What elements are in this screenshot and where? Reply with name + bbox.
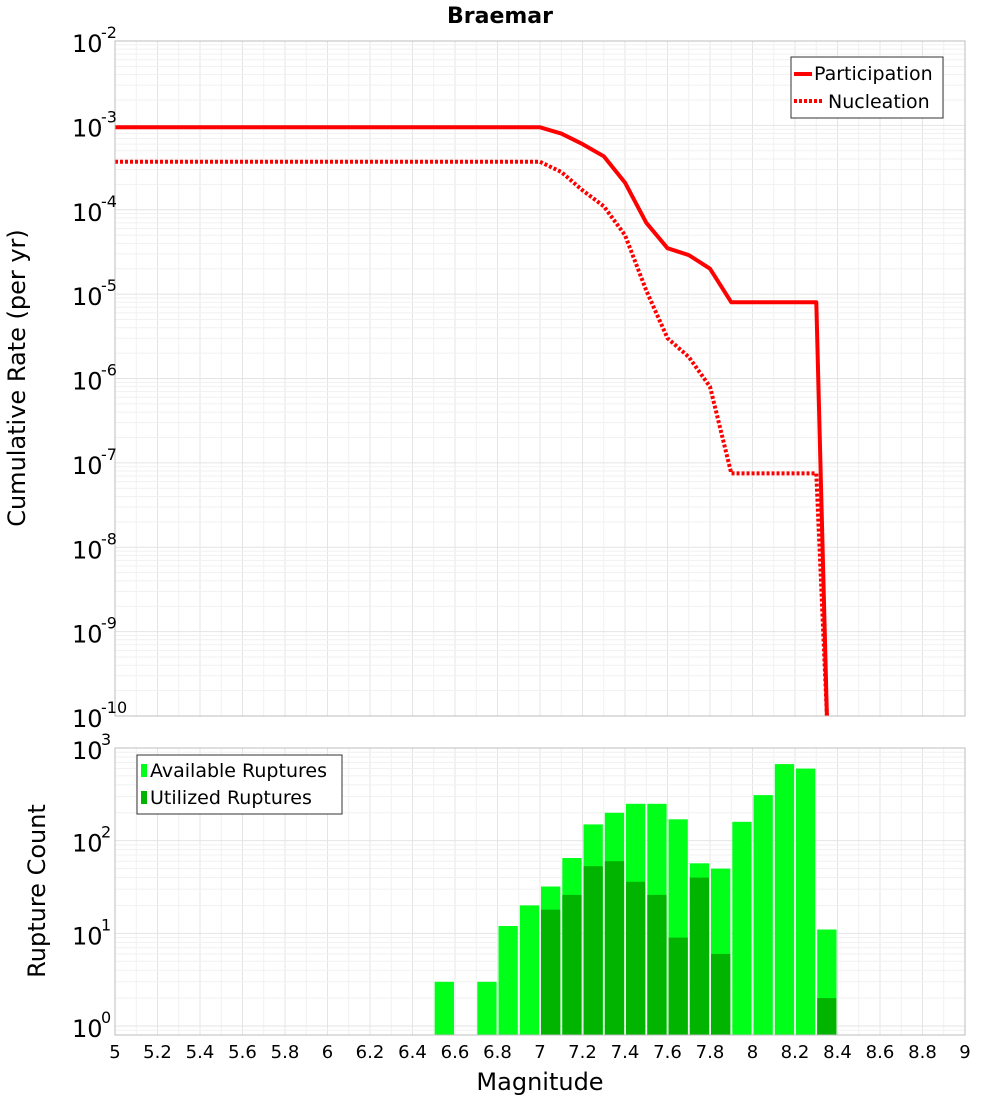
- legend-box-top: [790, 56, 944, 119]
- available-rupture-bar: [519, 905, 540, 1035]
- rupture-bars: [434, 764, 837, 1035]
- y-tick-exponent-bottom: 2: [101, 823, 111, 842]
- legend-label-nucleation: Nucleation: [828, 91, 930, 113]
- y-tick-exponent-bottom: 3: [101, 730, 111, 749]
- y-tick-label-bottom: 10: [72, 830, 103, 858]
- y-tick-exponent-bottom: 1: [101, 915, 111, 934]
- x-axis-title: Magnitude: [476, 1068, 603, 1096]
- x-tick-label: 6: [322, 1042, 333, 1063]
- available-rupture-bar: [796, 768, 816, 1035]
- y-tick-exponent-top: -5: [101, 276, 117, 295]
- participation-line: [115, 125, 829, 717]
- x-tick-label: 6.8: [483, 1042, 512, 1063]
- cumulative-rate-panel: 10-210-310-410-510-610-710-810-910-10 Cu…: [3, 23, 966, 733]
- available-rupture-bar: [477, 981, 497, 1035]
- x-tick-label: 7: [534, 1042, 545, 1063]
- x-tick-label: 8: [747, 1042, 758, 1063]
- x-tick-label: 5.8: [271, 1042, 300, 1063]
- y-axis-title-bottom: Rupture Count: [23, 804, 51, 978]
- y-tick-exponent-top: -10: [101, 698, 127, 717]
- y-tick-label-bottom: 10: [72, 737, 103, 765]
- utilized-rupture-bar: [817, 998, 837, 1035]
- y-tick-exponent-top: -4: [101, 192, 117, 211]
- nucleation-line: [115, 159, 829, 717]
- x-ticks: 5 5.2 5.4 5.6 5.8 6 6.2 6.4 6.6 6.8 7 7.2 7.4 7.6 7.8 8…: [109, 1042, 970, 1063]
- legend-bottom: Available Ruptures Utilized Ruptures: [136, 754, 343, 815]
- legend-label-available: Available Ruptures: [150, 760, 327, 782]
- y-tick-label-top: 10: [72, 114, 103, 142]
- x-tick-label: 7.6: [653, 1042, 682, 1063]
- y-tick-exponent-top: -8: [101, 529, 117, 548]
- y-tick-exponent-top: -9: [101, 614, 117, 633]
- x-tick-label: 5.4: [186, 1042, 215, 1063]
- utilized-rupture-bar: [626, 881, 646, 1035]
- x-tick-label: 6.4: [398, 1042, 427, 1063]
- frame-top: [114, 40, 966, 717]
- y-tick-label-top: 10: [72, 621, 103, 649]
- x-tick-label: 7.8: [696, 1042, 725, 1063]
- x-tick-label: 8.4: [823, 1042, 852, 1063]
- x-tick-label: 9: [959, 1042, 970, 1063]
- chart-title: Braemar: [447, 4, 553, 29]
- x-tick-label: 5: [109, 1042, 120, 1063]
- rate-lines: [115, 125, 829, 717]
- utilized-rupture-bar: [583, 866, 603, 1035]
- utilized-rupture-bar: [604, 861, 625, 1035]
- legend-label-utilized: Utilized Ruptures: [150, 787, 312, 809]
- legend-top: Participation Nucleation: [790, 56, 944, 119]
- legend-swatch-available: [141, 764, 147, 777]
- available-rupture-bar: [753, 795, 773, 1035]
- y-tick-exponent-top: -3: [101, 107, 117, 126]
- utilized-rupture-bar: [668, 937, 688, 1035]
- legend-label-participation: Participation: [814, 63, 933, 85]
- available-rupture-bar: [774, 764, 795, 1035]
- y-tick-label-top: 10: [72, 283, 103, 311]
- y-axis-title-top: Cumulative Rate (per yr): [3, 229, 31, 527]
- y-tick-label-top: 10: [72, 536, 103, 564]
- x-tick-label: 6.2: [356, 1042, 385, 1063]
- x-tick-label: 5.6: [228, 1042, 257, 1063]
- utilized-rupture-bar: [562, 894, 582, 1035]
- legend-box-bottom: [136, 754, 343, 815]
- available-rupture-bar: [732, 821, 752, 1035]
- y-tick-exponent-top: -7: [101, 445, 117, 464]
- y-tick-label-top: 10: [72, 705, 103, 733]
- y-ticks-top: 10-210-310-410-510-610-710-810-910-10: [72, 23, 127, 733]
- utilized-rupture-bar: [541, 909, 561, 1035]
- x-tick-label: 7.2: [568, 1042, 597, 1063]
- utilized-rupture-bar: [689, 877, 710, 1035]
- x-tick-label: 8.8: [908, 1042, 937, 1063]
- y-tick-label-bottom: 10: [72, 922, 103, 950]
- frame-bottom: [114, 747, 966, 1036]
- x-tick-label: 6.6: [441, 1042, 470, 1063]
- y-tick-label-top: 10: [72, 30, 103, 58]
- y-tick-label-top: 10: [72, 368, 103, 396]
- available-rupture-bar: [434, 981, 454, 1035]
- y-tick-label-top: 10: [72, 452, 103, 480]
- y-tick-exponent-bottom: 0: [101, 1008, 111, 1027]
- y-tick-exponent-top: -2: [101, 23, 117, 42]
- y-tick-exponent-top: -6: [101, 361, 117, 380]
- available-rupture-bar: [498, 926, 518, 1035]
- y-tick-label-bottom: 10: [72, 1015, 103, 1043]
- x-tick-label: 8.6: [866, 1042, 895, 1063]
- grid-top: [114, 41, 966, 717]
- x-tick-label: 5.2: [143, 1042, 172, 1063]
- utilized-rupture-bar: [647, 894, 667, 1035]
- utilized-rupture-bar: [711, 953, 731, 1035]
- x-tick-label: 8.2: [781, 1042, 810, 1063]
- x-tick-label: 7.4: [611, 1042, 640, 1063]
- legend-swatch-utilized: [141, 791, 147, 804]
- y-tick-label-top: 10: [72, 199, 103, 227]
